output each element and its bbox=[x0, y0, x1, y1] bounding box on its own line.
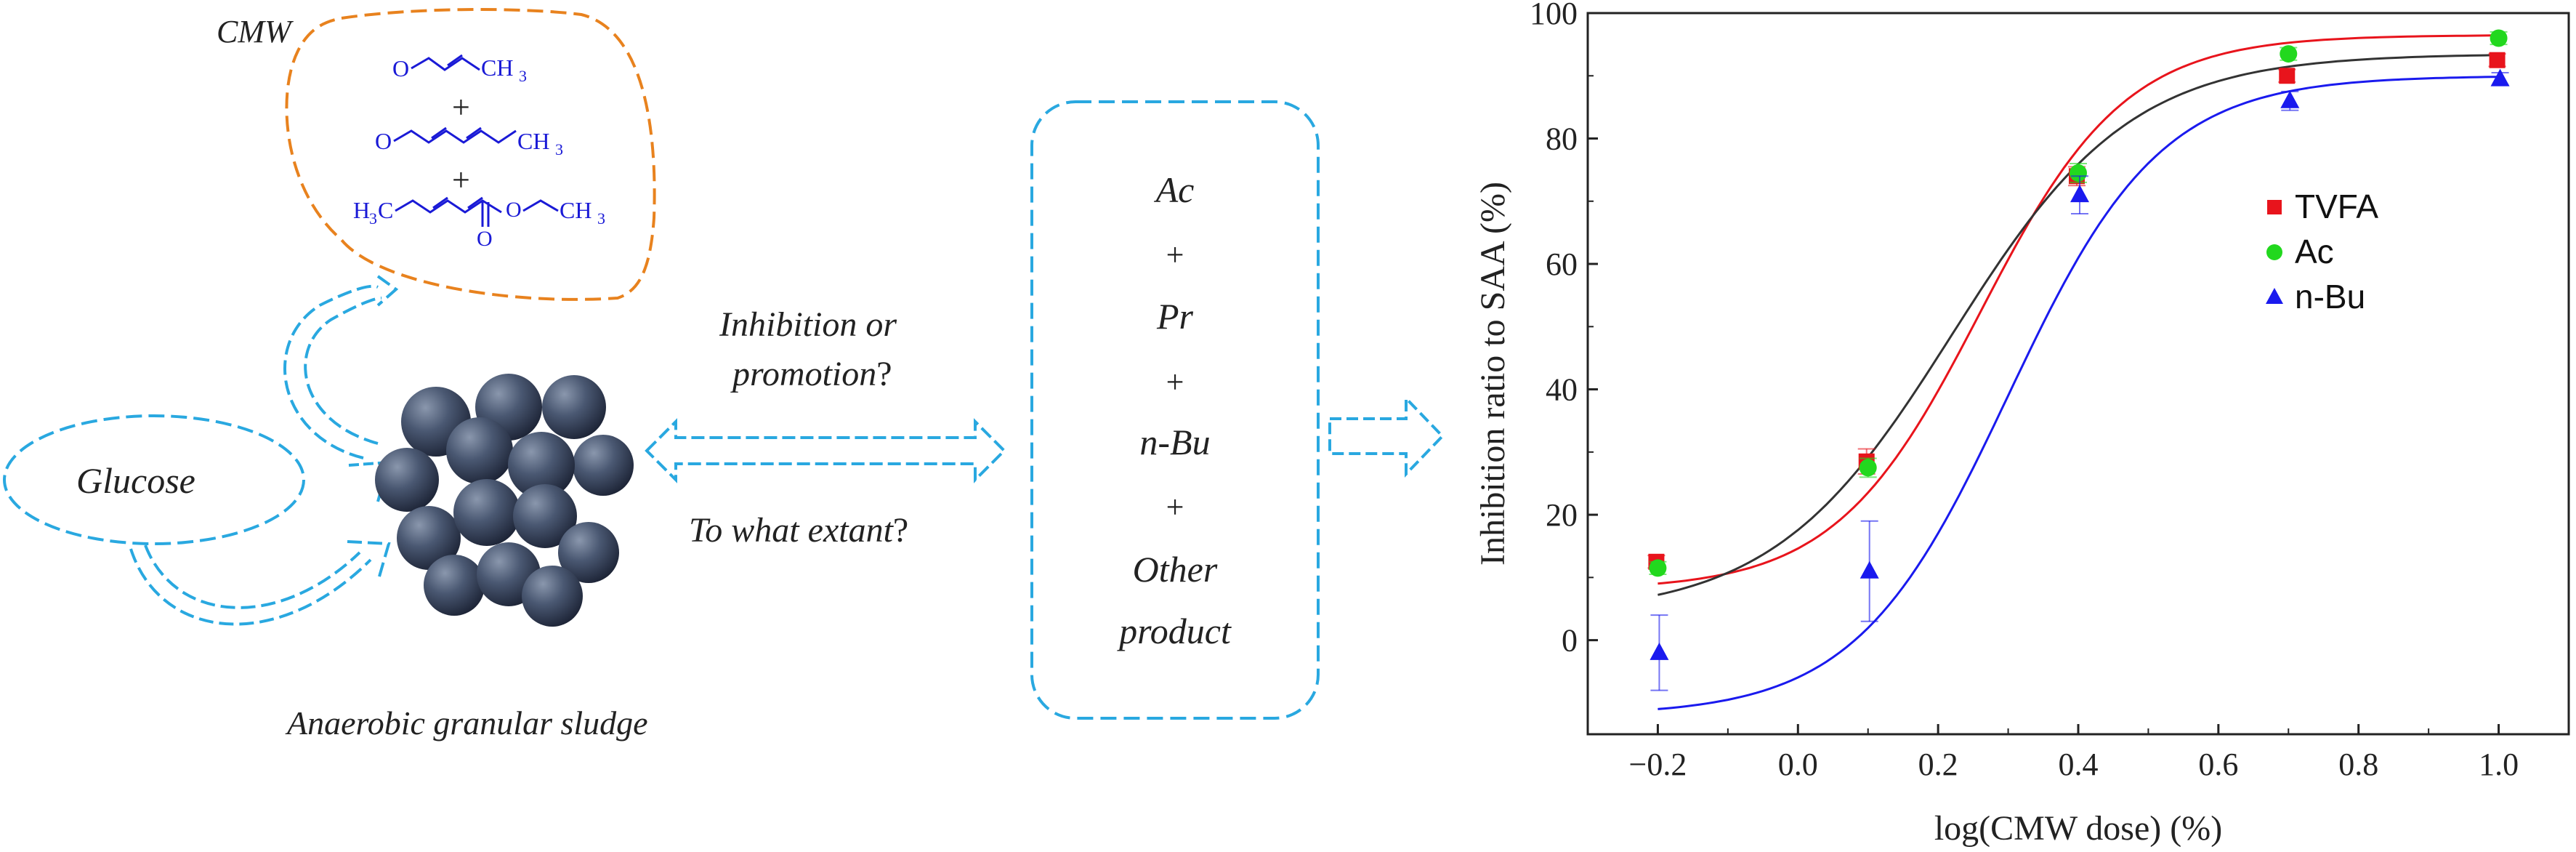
svg-text:O: O bbox=[477, 227, 493, 251]
molecule-hexadienal: O CH 3 bbox=[375, 126, 563, 158]
data-point-nbu bbox=[1650, 642, 1669, 660]
data-point-ac bbox=[2280, 45, 2298, 63]
x-tick-label: 1.0 bbox=[2479, 747, 2519, 782]
inhibition-chart: −0.2 0.0 0.2 0.4 0.6 0.8 1.0 0 20 40 60 80 100 TVFA… bbox=[1474, 0, 2570, 848]
question-inhibition-line1: Inhibition or bbox=[719, 305, 897, 344]
legend-label: TVFA bbox=[2295, 188, 2378, 225]
x-tick-label: 0.2 bbox=[1918, 747, 1958, 782]
x-tick-label: 0.6 bbox=[2198, 747, 2238, 782]
svg-text:CH: CH bbox=[517, 128, 549, 154]
y-tick-label: 100 bbox=[1530, 0, 1578, 31]
data-point-nbu bbox=[1860, 560, 1879, 579]
y-tick-label: 40 bbox=[1546, 372, 1578, 408]
y-tick-label: 20 bbox=[1546, 497, 1578, 533]
svg-text:C: C bbox=[378, 197, 393, 223]
data-point-tvfa bbox=[2279, 68, 2296, 84]
sludge-label: Anaerobic granular sludge bbox=[285, 704, 648, 742]
svg-text:3: 3 bbox=[369, 209, 377, 228]
svg-text:O: O bbox=[392, 55, 409, 81]
data-point-nbu bbox=[2490, 68, 2510, 87]
svg-text:O: O bbox=[506, 198, 522, 222]
glucose-ellipse bbox=[3, 414, 305, 545]
fit-curve-0 bbox=[1658, 34, 2499, 585]
x-tick-label: 0.8 bbox=[2338, 747, 2378, 782]
curved-arrow-glucose-to-sludge bbox=[129, 540, 391, 626]
granular-sludge-cluster bbox=[375, 374, 634, 627]
products-box bbox=[1030, 100, 1320, 720]
data-point-nbu bbox=[2280, 90, 2300, 108]
product-other-line2: product bbox=[1117, 611, 1232, 651]
molecule-crotonaldehyde: O CH 3 bbox=[392, 54, 527, 85]
y-axis: 0 20 40 60 80 100 bbox=[1530, 0, 1598, 659]
fit-curve-1 bbox=[1658, 54, 2499, 596]
glucose-label: Glucose bbox=[76, 460, 195, 501]
data-point-ac bbox=[1649, 559, 1667, 577]
product-nbu: n-Bu bbox=[1139, 422, 1210, 462]
y-tick-label: 60 bbox=[1546, 246, 1578, 282]
legend-label: n-Bu bbox=[2295, 278, 2365, 316]
cmw-label: CMW bbox=[217, 14, 294, 49]
x-tick-label: 0.4 bbox=[2059, 747, 2099, 782]
x-axis: −0.2 0.0 0.2 0.4 0.6 0.8 1.0 bbox=[1629, 724, 2519, 782]
svg-text:O: O bbox=[375, 128, 392, 154]
data-point-nbu bbox=[2070, 185, 2089, 203]
product-sep-2: + bbox=[1166, 364, 1184, 400]
data-point-ac bbox=[2070, 164, 2087, 182]
product-sep-1: + bbox=[1166, 237, 1184, 273]
svg-text:H: H bbox=[353, 197, 370, 223]
data-point-ac bbox=[2490, 29, 2508, 47]
molecule-ethyl-sorbate: H 3 C O O CH 3 bbox=[353, 196, 605, 251]
question-inhibition-line2: promotion? bbox=[730, 355, 892, 393]
x-tick-label: −0.2 bbox=[1629, 747, 1687, 782]
right-arrow-to-chart bbox=[1328, 395, 1445, 478]
legend-label: Ac bbox=[2295, 233, 2334, 270]
x-axis-label: log(CMW dose) (%) bbox=[1934, 809, 2222, 848]
chart-legend: TVFA Ac n-Bu bbox=[2266, 188, 2378, 316]
plus-sign-1: + bbox=[452, 89, 470, 125]
product-pr: Pr bbox=[1156, 296, 1194, 337]
fit-curve-2 bbox=[1658, 76, 2499, 710]
question-extent: To what extant? bbox=[689, 511, 908, 550]
svg-text:CH: CH bbox=[481, 55, 513, 81]
legend-marker bbox=[2267, 200, 2282, 214]
legend-marker bbox=[2266, 244, 2282, 260]
product-ac: Ac bbox=[1154, 169, 1195, 210]
double-arrow-bidirectional bbox=[645, 418, 1006, 483]
svg-text:3: 3 bbox=[519, 67, 527, 85]
svg-text:3: 3 bbox=[597, 209, 605, 228]
y-tick-label: 0 bbox=[1562, 623, 1578, 659]
fit-curves bbox=[1658, 34, 2499, 710]
product-sep-3: + bbox=[1166, 489, 1184, 525]
data-point-ac bbox=[1859, 459, 1877, 477]
legend-marker bbox=[2266, 288, 2283, 304]
x-tick-label: 0.0 bbox=[1778, 747, 1818, 782]
cmw-blob-outline bbox=[285, 8, 656, 301]
plus-sign-2: + bbox=[452, 162, 470, 198]
cmw-region: CMW O CH 3 + O CH 3 + H 3 C bbox=[217, 8, 656, 301]
svg-text:CH: CH bbox=[560, 197, 591, 223]
y-axis-label: Inhibition ratio to SAA (%) bbox=[1474, 182, 1512, 566]
product-other: Other bbox=[1133, 549, 1218, 590]
curved-arrow-sludge-to-cmw bbox=[283, 275, 399, 459]
y-tick-label: 80 bbox=[1546, 121, 1578, 157]
data-points bbox=[1647, 29, 2510, 691]
data-point-tvfa bbox=[2489, 52, 2506, 68]
svg-text:3: 3 bbox=[555, 140, 563, 158]
chart-plot-frame bbox=[1586, 12, 2570, 736]
